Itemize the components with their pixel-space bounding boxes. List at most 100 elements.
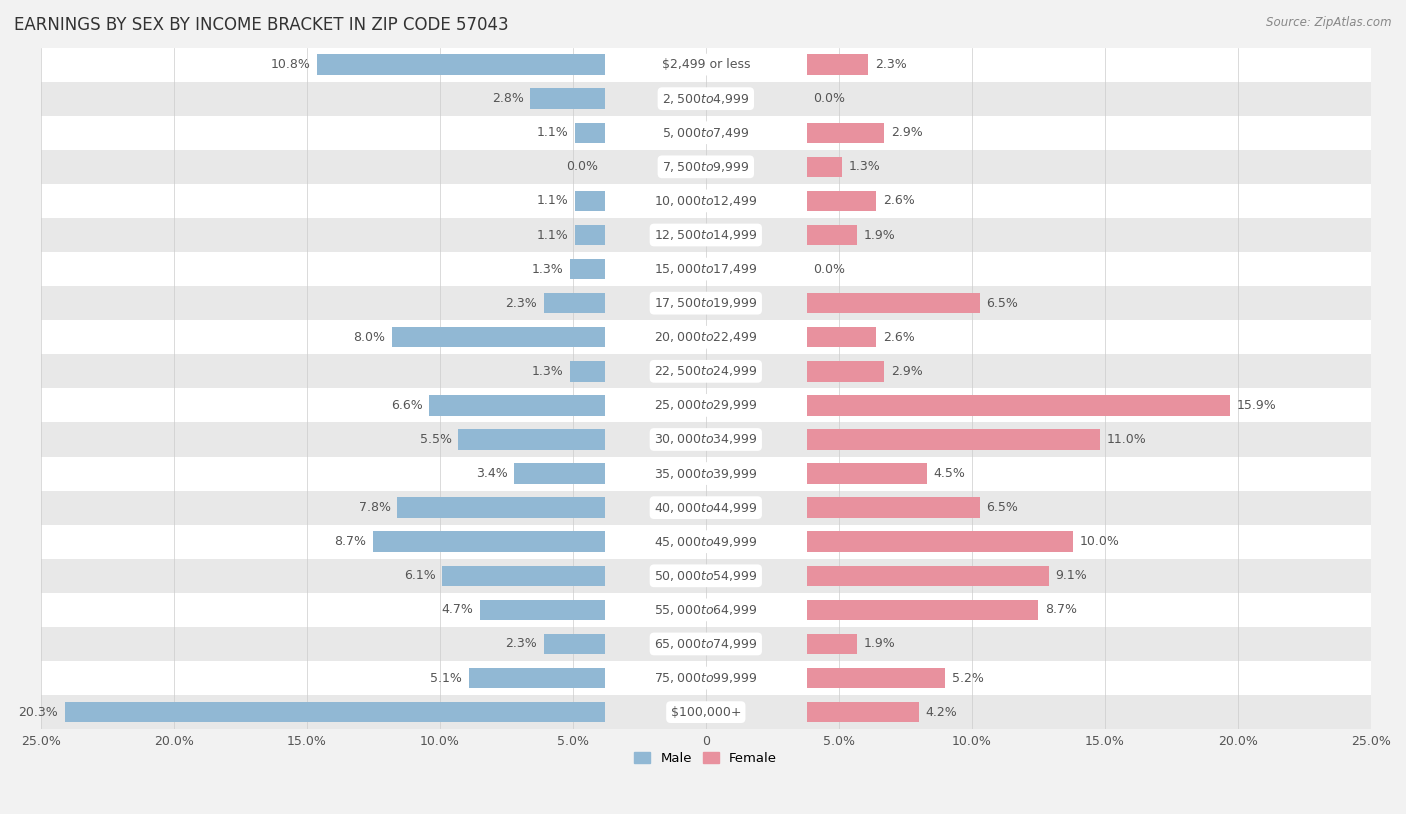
Bar	[807, 600, 1039, 620]
Text: 9.1%: 9.1%	[1056, 569, 1087, 582]
Text: 1.1%: 1.1%	[537, 229, 569, 242]
Text: 5.2%: 5.2%	[952, 672, 984, 685]
Bar	[373, 532, 605, 552]
Text: $15,000 to $17,499: $15,000 to $17,499	[654, 262, 758, 276]
Bar	[392, 327, 605, 348]
Bar	[569, 259, 605, 279]
Text: 5.1%: 5.1%	[430, 672, 463, 685]
Text: $10,000 to $12,499: $10,000 to $12,499	[654, 194, 758, 208]
Bar	[443, 566, 605, 586]
Text: 3.4%: 3.4%	[475, 467, 508, 480]
Text: 2.3%: 2.3%	[505, 296, 537, 309]
Text: $5,000 to $7,499: $5,000 to $7,499	[662, 125, 749, 140]
Bar	[569, 361, 605, 382]
Bar	[575, 123, 605, 143]
Text: $20,000 to $22,499: $20,000 to $22,499	[654, 330, 758, 344]
Text: $2,500 to $4,999: $2,500 to $4,999	[662, 92, 749, 106]
Bar	[41, 320, 1371, 354]
Bar	[807, 532, 1073, 552]
Bar	[41, 47, 1371, 81]
Bar	[479, 600, 605, 620]
Bar	[396, 497, 605, 518]
Text: $17,500 to $19,999: $17,500 to $19,999	[654, 296, 758, 310]
Text: 2.6%: 2.6%	[883, 195, 914, 208]
Text: 8.7%: 8.7%	[1045, 603, 1077, 616]
Bar	[429, 395, 605, 416]
Text: 2.3%: 2.3%	[505, 637, 537, 650]
Bar	[807, 566, 1049, 586]
Bar	[41, 457, 1371, 491]
Bar	[807, 463, 927, 484]
Bar	[41, 388, 1371, 422]
Bar	[41, 218, 1371, 252]
Text: 4.7%: 4.7%	[441, 603, 472, 616]
Text: 10.8%: 10.8%	[271, 58, 311, 71]
Bar	[807, 55, 868, 75]
Bar	[41, 491, 1371, 525]
Bar	[807, 361, 884, 382]
Text: 8.7%: 8.7%	[335, 536, 367, 548]
Text: 1.3%: 1.3%	[531, 263, 564, 276]
Bar	[41, 593, 1371, 627]
Bar	[41, 525, 1371, 558]
Bar	[515, 463, 605, 484]
Bar	[65, 702, 605, 722]
Text: 6.5%: 6.5%	[987, 296, 1018, 309]
Text: 2.9%: 2.9%	[891, 365, 922, 378]
Bar	[41, 116, 1371, 150]
Bar	[807, 156, 842, 177]
Text: 2.9%: 2.9%	[891, 126, 922, 139]
Bar	[318, 55, 605, 75]
Text: $12,500 to $14,999: $12,500 to $14,999	[654, 228, 758, 242]
Text: $50,000 to $54,999: $50,000 to $54,999	[654, 569, 758, 583]
Text: 20.3%: 20.3%	[18, 706, 58, 719]
Bar	[807, 667, 945, 689]
Text: 2.8%: 2.8%	[492, 92, 523, 105]
Text: 1.9%: 1.9%	[865, 637, 896, 650]
Legend: Male, Female: Male, Female	[628, 746, 783, 770]
Bar	[575, 225, 605, 245]
Bar	[807, 327, 876, 348]
Text: 1.3%: 1.3%	[848, 160, 880, 173]
Text: 6.5%: 6.5%	[987, 501, 1018, 514]
Text: $35,000 to $39,999: $35,000 to $39,999	[654, 466, 758, 480]
Text: Source: ZipAtlas.com: Source: ZipAtlas.com	[1267, 16, 1392, 29]
Text: 6.1%: 6.1%	[404, 569, 436, 582]
Text: 4.5%: 4.5%	[934, 467, 965, 480]
Text: 7.8%: 7.8%	[359, 501, 391, 514]
Text: 0.0%: 0.0%	[814, 263, 845, 276]
Bar	[41, 150, 1371, 184]
Bar	[807, 190, 876, 211]
Text: 5.5%: 5.5%	[420, 433, 451, 446]
Bar	[41, 661, 1371, 695]
Bar	[807, 225, 858, 245]
Text: $40,000 to $44,999: $40,000 to $44,999	[654, 501, 758, 514]
Text: 1.1%: 1.1%	[537, 126, 569, 139]
Text: $22,500 to $24,999: $22,500 to $24,999	[654, 365, 758, 379]
Bar	[41, 422, 1371, 457]
Text: $45,000 to $49,999: $45,000 to $49,999	[654, 535, 758, 549]
Text: 1.1%: 1.1%	[537, 195, 569, 208]
Text: 8.0%: 8.0%	[353, 330, 385, 344]
Text: $100,000+: $100,000+	[671, 706, 741, 719]
Bar	[458, 429, 605, 449]
Text: 1.3%: 1.3%	[531, 365, 564, 378]
Bar	[41, 558, 1371, 593]
Bar	[807, 395, 1230, 416]
Text: 4.2%: 4.2%	[925, 706, 957, 719]
Text: EARNINGS BY SEX BY INCOME BRACKET IN ZIP CODE 57043: EARNINGS BY SEX BY INCOME BRACKET IN ZIP…	[14, 16, 509, 34]
Bar	[807, 293, 980, 313]
Text: $25,000 to $29,999: $25,000 to $29,999	[654, 398, 758, 413]
Bar	[41, 286, 1371, 320]
Text: $7,500 to $9,999: $7,500 to $9,999	[662, 160, 749, 174]
Bar	[530, 89, 605, 109]
Bar	[807, 702, 918, 722]
Bar	[41, 695, 1371, 729]
Text: $2,499 or less: $2,499 or less	[662, 58, 749, 71]
Text: $65,000 to $74,999: $65,000 to $74,999	[654, 637, 758, 651]
Text: 15.9%: 15.9%	[1237, 399, 1277, 412]
Bar	[807, 634, 858, 654]
Text: 2.3%: 2.3%	[875, 58, 907, 71]
Bar	[807, 497, 980, 518]
Text: 1.9%: 1.9%	[865, 229, 896, 242]
